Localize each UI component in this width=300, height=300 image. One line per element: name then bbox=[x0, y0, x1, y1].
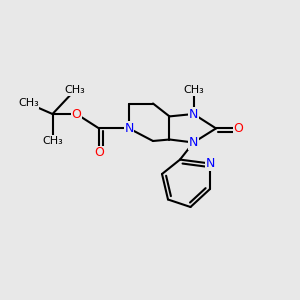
Text: CH₃: CH₃ bbox=[18, 98, 39, 109]
Text: N: N bbox=[189, 136, 198, 149]
Text: N: N bbox=[205, 157, 215, 170]
Text: N: N bbox=[124, 122, 134, 135]
Text: O: O bbox=[94, 146, 104, 160]
Text: CH₃: CH₃ bbox=[183, 85, 204, 95]
Text: CH₃: CH₃ bbox=[64, 85, 86, 95]
Text: O: O bbox=[72, 107, 81, 121]
Text: CH₃: CH₃ bbox=[42, 136, 63, 146]
Text: O: O bbox=[234, 122, 243, 135]
Text: N: N bbox=[189, 107, 198, 121]
